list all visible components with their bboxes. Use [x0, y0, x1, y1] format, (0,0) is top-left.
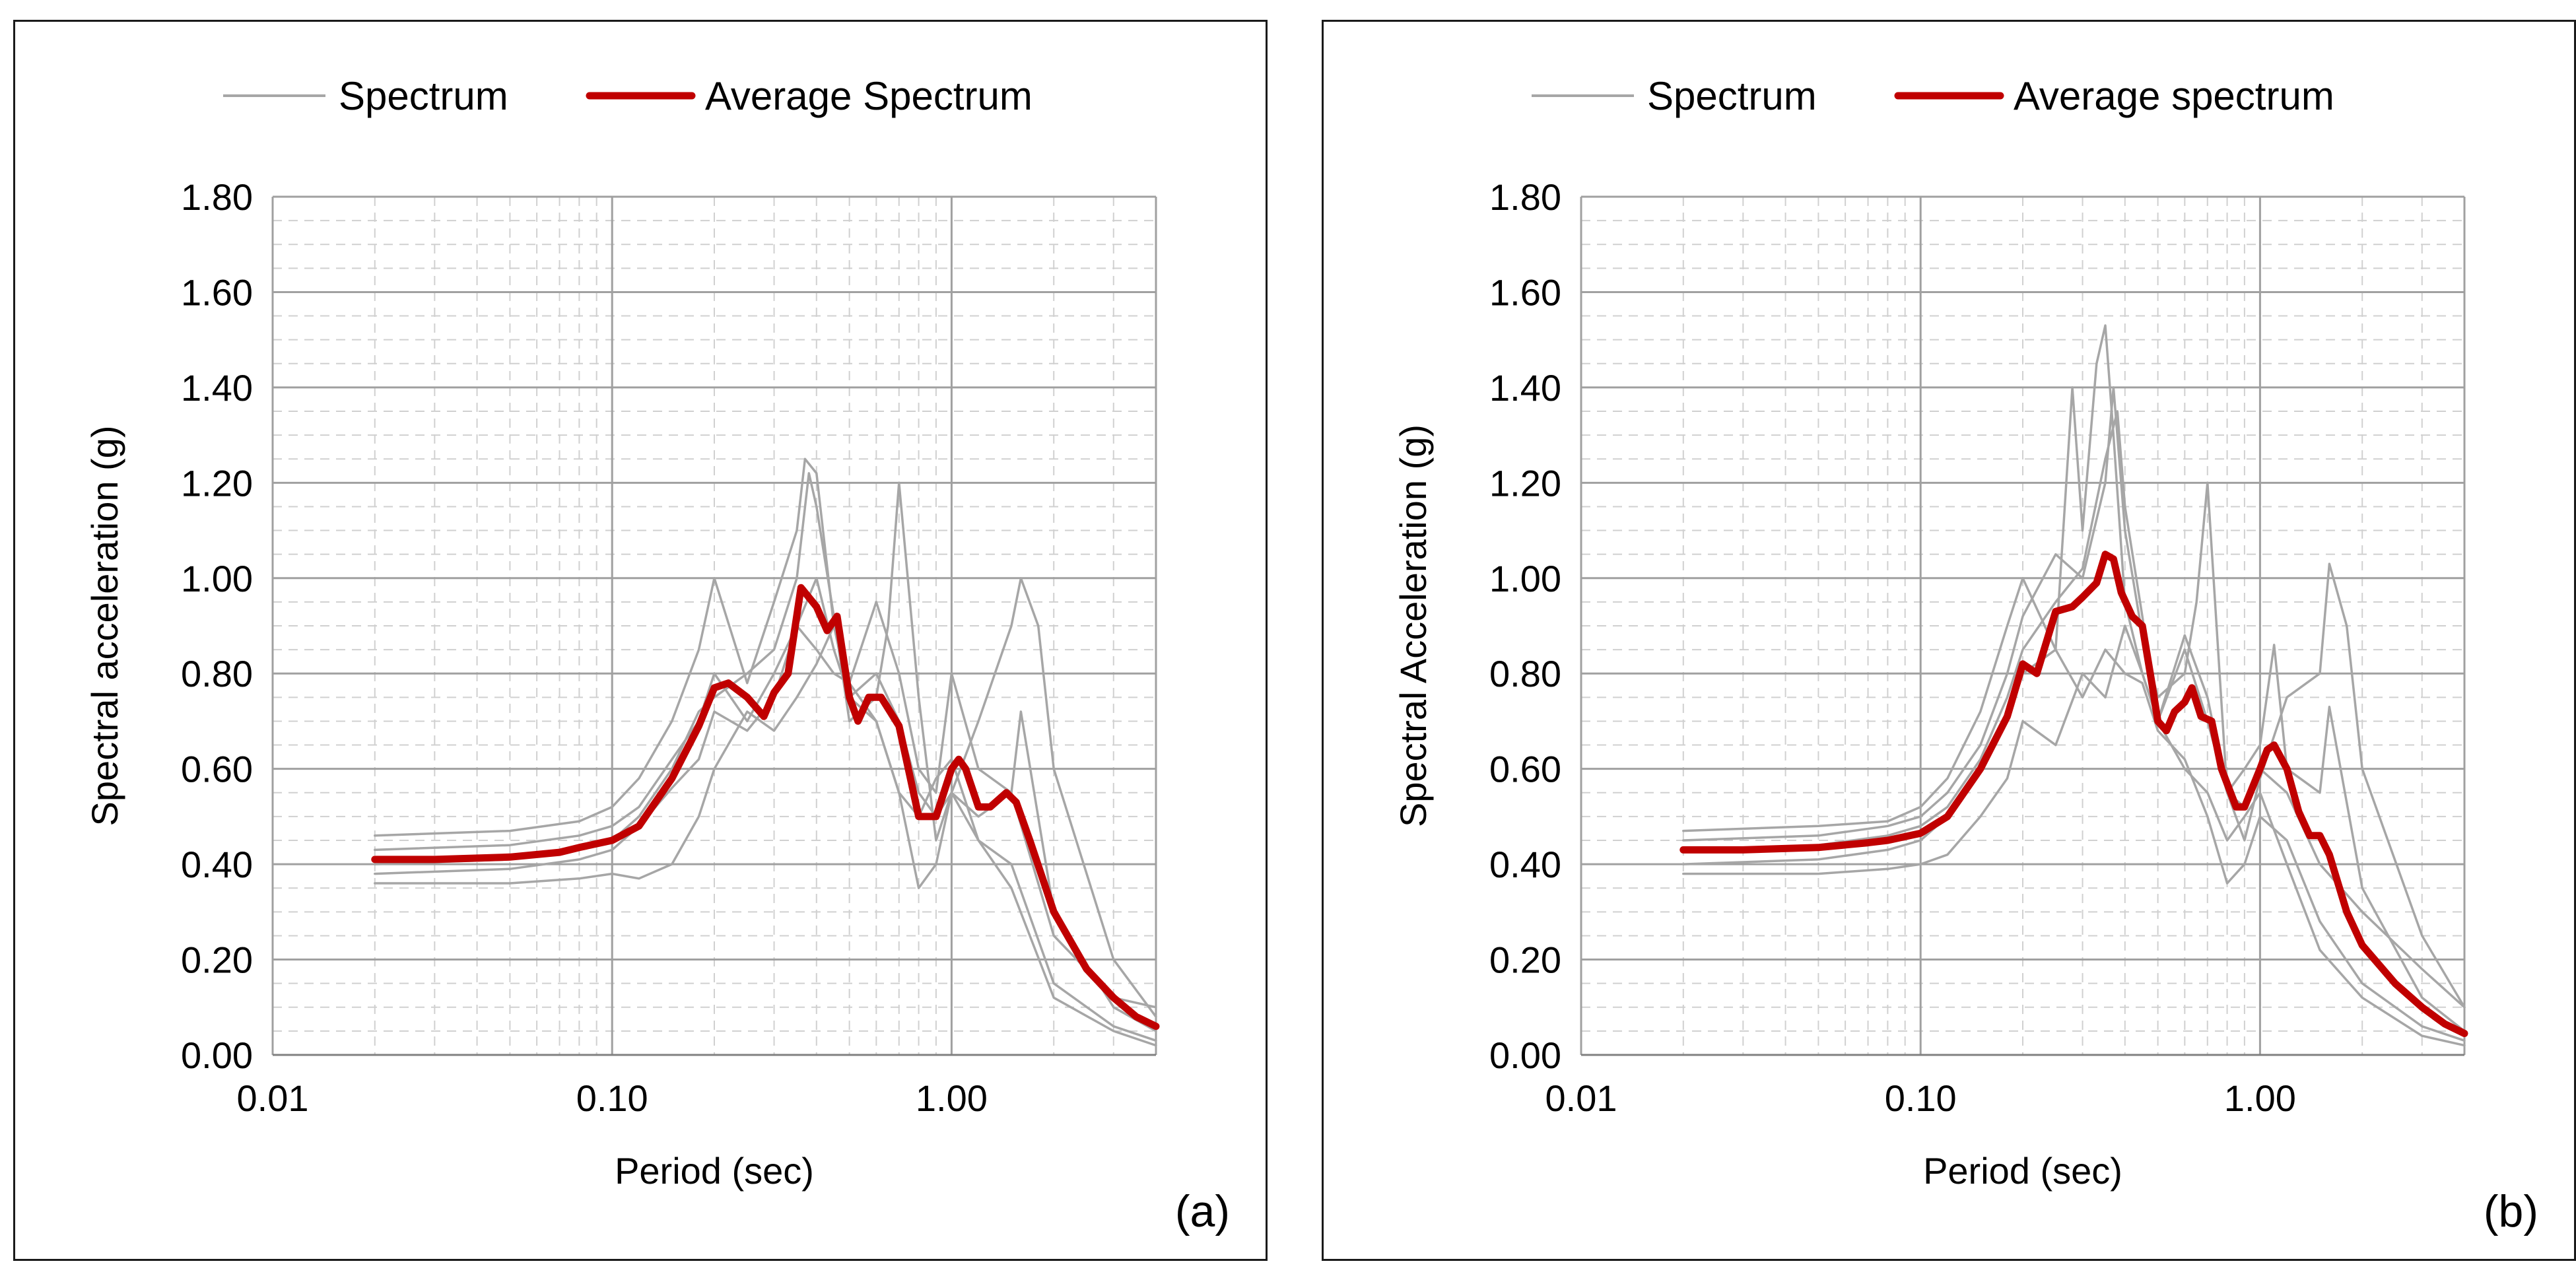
chart-panel-a: 0.00 0.20 0.40 0.60 0.80 1.00 1.20 1.40 1.60 1.80… [13, 20, 1268, 1261]
chart-a-y-tick-label: 1.40 [181, 367, 253, 409]
chart-a-y-tick-label: 1.60 [181, 271, 253, 313]
chart-a-spectrum-line-2 [374, 577, 1157, 1018]
chart-a-spectrum-line-1 [374, 457, 1157, 1009]
chart-b-x-axis-title: Period (sec) [1923, 1150, 2122, 1192]
chart-a-y-tick-label: 0.80 [181, 653, 253, 694]
chart-a-x-tick-label: 0.10 [576, 1077, 648, 1119]
chart-b-legend-spectrum-label: Spectrum [1647, 74, 1817, 118]
chart-a-y-tick-label: 1.80 [181, 176, 253, 218]
chart-b-y-tick-label: 1.20 [1489, 462, 1561, 504]
chart-b-y-tick-label: 0.20 [1489, 939, 1561, 981]
chart-b-y-tick-label: 1.80 [1489, 176, 1561, 218]
chart-b-y-tick-label: 1.00 [1489, 558, 1561, 599]
chart-b-y-tick-label: 0.00 [1489, 1034, 1561, 1076]
chart-b-y-tick-label: 0.80 [1489, 653, 1561, 694]
chart-a-legend: Spectrum Average Spectrum [223, 74, 1033, 118]
chart-b-x-tick-label: 0.01 [1545, 1077, 1617, 1119]
chart-b-gridlines [1580, 195, 2466, 1056]
chart-b-y-tick-label: 0.40 [1489, 844, 1561, 885]
chart-b-average-line [1679, 551, 2468, 1037]
chart-a-y-tick-label: 0.20 [181, 939, 253, 981]
chart-a-y-axis-title: Spectral acceleration (g) [84, 426, 125, 827]
chart-a-y-tick-label: 0.60 [181, 749, 253, 790]
chart-b-x-tick-label: 1.00 [2224, 1077, 2296, 1119]
chart-a-spectrum-line-5 [374, 624, 1157, 1047]
chart-b-panel-label: (b) [2484, 1186, 2538, 1236]
chart-a-svg: 0.00 0.20 0.40 0.60 0.80 1.00 1.20 1.40 1.60 1.80… [84, 74, 1230, 1236]
chart-b-y-tick-label: 1.60 [1489, 271, 1561, 313]
chart-a-y-tick-label: 0.40 [181, 844, 253, 885]
chart-b-y-axis-title: Spectral Acceleration (g) [1392, 424, 1434, 827]
chart-b-x-tick-label: 0.10 [1885, 1077, 1957, 1119]
chart-a-average-line [371, 584, 1160, 1030]
chart-b-svg: 0.00 0.20 0.40 0.60 0.80 1.00 1.20 1.40 1.60 1.80… [1392, 74, 2538, 1236]
chart-a-x-tick-label: 0.01 [237, 1077, 309, 1119]
chart-b-spectrum-line-5 [1682, 624, 2466, 1047]
chart-a-gridlines [271, 195, 1157, 1056]
chart-a-x-axis-title: Period (sec) [615, 1150, 814, 1192]
chart-a-y-tick-label: 1.00 [181, 558, 253, 599]
chart-b-legend-average-label: Average spectrum [2014, 74, 2334, 118]
chart-a-panel-label: (a) [1175, 1186, 1230, 1236]
chart-a-y-tick-label: 0.00 [181, 1034, 253, 1076]
chart-a-x-tick-label: 1.00 [916, 1077, 988, 1119]
chart-b-y-tick-label: 1.40 [1489, 367, 1561, 409]
chart-a-spectrum-line-3 [374, 472, 1157, 1032]
chart-a-legend-spectrum-label: Spectrum [339, 74, 508, 118]
chart-b-spectrum-line-3 [1682, 410, 2466, 1032]
chart-a-legend-average-label: Average Spectrum [705, 74, 1033, 118]
chart-a-y-tick-label: 1.20 [181, 462, 253, 504]
chart-b-y-tick-label: 0.60 [1489, 749, 1561, 790]
chart-b-spectrum-line-1 [1682, 324, 2466, 1009]
chart-panel-b: 0.00 0.20 0.40 0.60 0.80 1.00 1.20 1.40 1.60 1.80… [1322, 20, 2576, 1261]
chart-b-legend: Spectrum Average spectrum [1532, 74, 2334, 118]
